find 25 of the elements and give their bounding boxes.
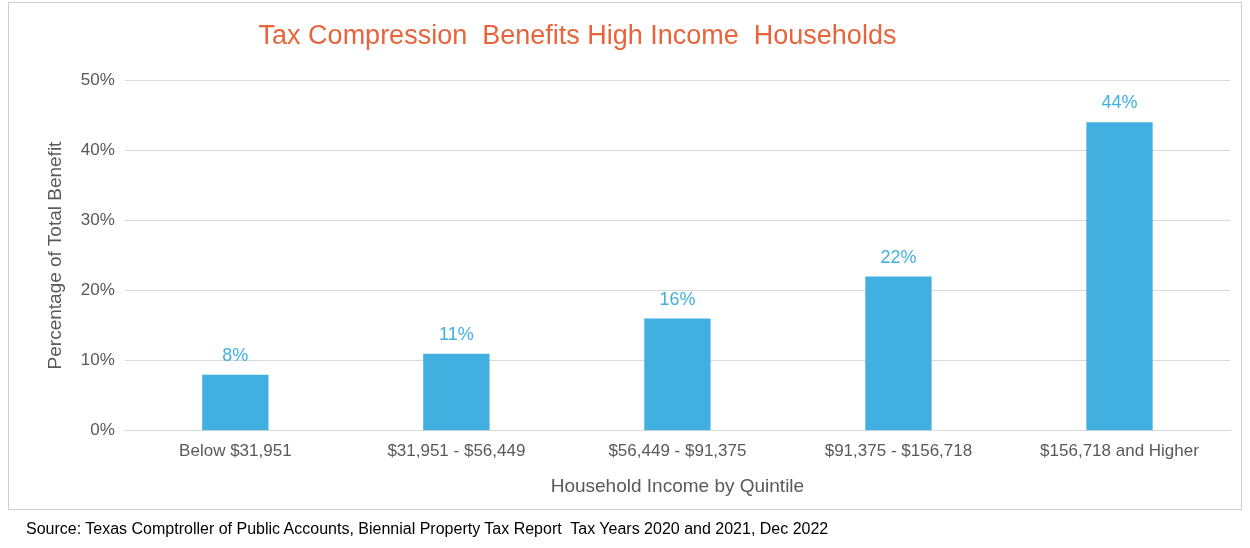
data-label: 44% <box>1101 92 1138 113</box>
x-tick-label: Below $31,951 <box>179 440 292 460</box>
data-label: 8% <box>222 344 249 365</box>
bar <box>865 276 932 431</box>
y-tick-label: 20% <box>80 280 115 300</box>
y-tick-label: 30% <box>80 210 115 230</box>
y-tick-label: 10% <box>80 350 115 370</box>
bar <box>1086 122 1153 431</box>
y-tick-label: 50% <box>80 69 115 89</box>
chart-title: Tax Compression Benefits High Income Households <box>257 20 898 51</box>
x-tick-label: $31,951 - $56,449 <box>387 440 526 460</box>
x-axis-title: Household Income by Quintile <box>550 474 805 496</box>
y-tick-label: 0% <box>90 420 115 440</box>
bar <box>202 374 269 431</box>
bar <box>423 353 490 431</box>
bar <box>644 318 711 431</box>
data-label: 11% <box>439 323 474 344</box>
y-axis-title: Percentage of Total Benefit <box>43 140 65 370</box>
x-tick-label: $91,375 - $156,718 <box>824 440 973 460</box>
x-tick-label: $56,449 - $91,375 <box>608 440 747 460</box>
source-note: Source: Texas Comptroller of Public Accounts, Biennial Property Tax Report Tax Years 2020 and 2021, Dec 2022 <box>26 520 829 538</box>
y-tick-label: 40% <box>80 140 115 160</box>
data-label: 16% <box>659 288 696 309</box>
x-tick-label: $156,718 and Higher <box>1040 440 1200 460</box>
data-label: 22% <box>880 246 917 267</box>
